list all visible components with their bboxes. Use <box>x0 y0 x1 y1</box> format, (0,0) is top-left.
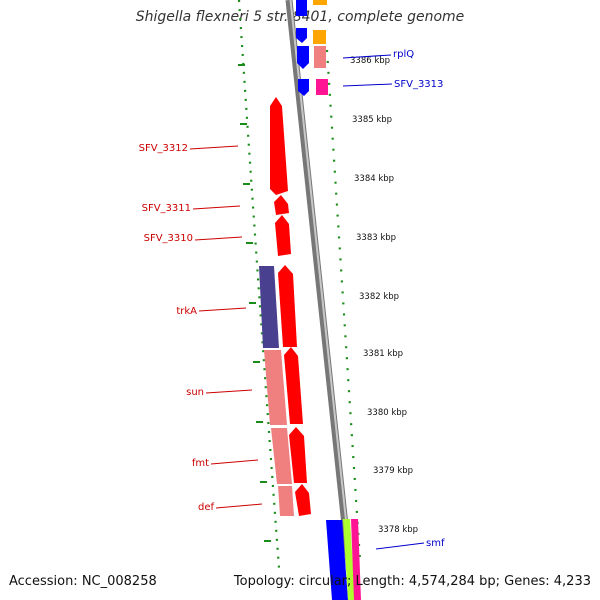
gene-def <box>295 484 311 516</box>
gene-smf-blue <box>326 520 348 600</box>
gene-trkA-navy <box>259 266 279 348</box>
gene-fmt <box>289 427 307 483</box>
tick-label-3381: 3381 kbp <box>363 349 403 359</box>
gene-block-orange-2 <box>313 30 326 44</box>
gene-label-SFV_3310: SFV_3310 <box>144 233 193 244</box>
gene-rplQ <box>314 46 326 68</box>
gene-label-rplQ: rplQ <box>393 49 414 60</box>
gene-arrow-blue-3 <box>298 79 309 96</box>
gene-arrow-blue-2 <box>297 46 309 69</box>
gene-label-fmt: fmt <box>192 458 209 469</box>
gene-label-def: def <box>198 502 215 513</box>
tick-label-3383: 3383 kbp <box>356 233 396 243</box>
gene-lime <box>343 519 355 600</box>
genome-summary-text: Topology: circular; Length: 4,574,284 bp… <box>233 574 591 589</box>
tick-label-3380: 3380 kbp <box>367 408 407 418</box>
tick-label-3386: 3386 kbp <box>350 56 390 66</box>
gene-sun-pink <box>264 350 287 425</box>
gene-SFV_3313 <box>316 79 328 95</box>
gene-trkA <box>278 265 297 347</box>
major-tick-marks <box>238 64 271 542</box>
gene-sun <box>284 347 303 424</box>
gene-label-trkA: trkA <box>176 306 197 317</box>
gene-label-SFV_3311: SFV_3311 <box>142 203 191 214</box>
gene-def-pink <box>278 486 294 516</box>
outer-tick-curve <box>237 0 281 569</box>
gene-block-orange-top <box>313 0 327 5</box>
tick-label-3379: 3379 kbp <box>373 466 413 476</box>
gene-arrow-blue-1 <box>296 28 307 43</box>
tick-label-3378: 3378 kbp <box>378 525 418 535</box>
gene-label-sun: sun <box>186 387 204 398</box>
gene-label-SFV_3312: SFV_3312 <box>139 143 188 154</box>
tick-label-3382: 3382 kbp <box>359 292 399 302</box>
gene-SFV_3310 <box>275 215 291 256</box>
gene-magenta-bottom <box>351 519 361 600</box>
gene-label-SFV_3313: SFV_3313 <box>394 79 443 90</box>
accession-text: Accession: NC_008258 <box>9 574 157 589</box>
tick-label-3384: 3384 kbp <box>354 174 394 184</box>
gene-SFV_3311 <box>274 195 289 215</box>
tick-label-3385: 3385 kbp <box>352 115 392 125</box>
inner-tick-curve <box>325 49 362 561</box>
gene-block-blue-top <box>296 0 307 16</box>
gene-SFV_3312 <box>270 97 288 195</box>
gene-fmt-pink <box>271 428 292 484</box>
gene-label-smf: smf <box>426 538 445 549</box>
genome-title: Shigella flexneri 5 str. 8401, complete … <box>135 9 465 25</box>
